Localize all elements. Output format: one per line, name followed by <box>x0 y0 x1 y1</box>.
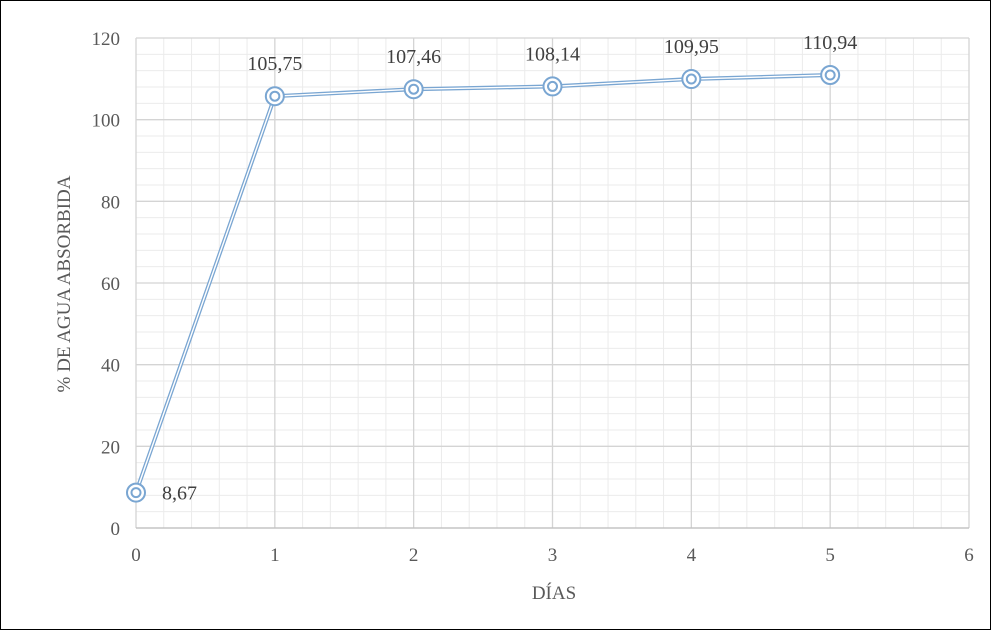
data-label: 8,67 <box>162 483 197 505</box>
data-label: 109,95 <box>664 36 719 58</box>
x-tick-label: 2 <box>409 545 419 566</box>
series-line-inner <box>135 74 831 493</box>
data-point-marker <box>542 76 563 97</box>
x-tick-label: 6 <box>964 545 974 566</box>
y-tick-labels: 0 20 40 60 80 100 120 <box>92 29 121 540</box>
marker-inner-ring <box>130 487 142 499</box>
data-point-marker <box>264 86 285 107</box>
marker-inner-ring <box>685 73 697 85</box>
markers <box>126 64 841 503</box>
data-label: 110,94 <box>803 32 857 54</box>
y-tick-label: 20 <box>101 437 120 458</box>
data-label: 108,14 <box>525 43 580 65</box>
y-tick-label: 0 <box>111 519 121 540</box>
marker-inner-ring <box>547 80 558 92</box>
x-tick-label: 5 <box>825 545 835 566</box>
y-tick-label: 40 <box>101 356 120 377</box>
y-axis-title: % DE AGUA ABSORBIDA <box>54 175 75 392</box>
x-tick-label: 0 <box>131 545 141 566</box>
data-point-marker <box>681 69 702 90</box>
data-point-marker <box>403 79 424 100</box>
y-tick-label: 80 <box>101 192 120 213</box>
x-tick-label: 1 <box>270 545 280 566</box>
marker-inner-ring <box>269 90 281 102</box>
x-tick-labels: 0 1 2 3 4 5 6 <box>131 545 974 566</box>
data-labels: 8,67 105,75 107,46 108,14 109,95 110,94 <box>162 32 857 505</box>
marker-inner-ring <box>408 83 420 95</box>
y-tick-label: 120 <box>92 29 121 50</box>
y-tick-label: 100 <box>92 111 121 132</box>
x-tick-label: 4 <box>687 545 697 566</box>
data-label: 107,46 <box>386 46 441 68</box>
data-point-marker <box>126 482 146 503</box>
y-tick-label: 60 <box>101 274 120 295</box>
data-label: 105,75 <box>247 53 302 75</box>
series-line <box>134 72 831 494</box>
x-axis-title: DÍAS <box>532 582 576 604</box>
major-grid <box>135 37 970 529</box>
data-point-marker <box>820 64 841 85</box>
x-tick-label: 3 <box>548 545 558 566</box>
marker-inner-ring <box>824 69 836 81</box>
